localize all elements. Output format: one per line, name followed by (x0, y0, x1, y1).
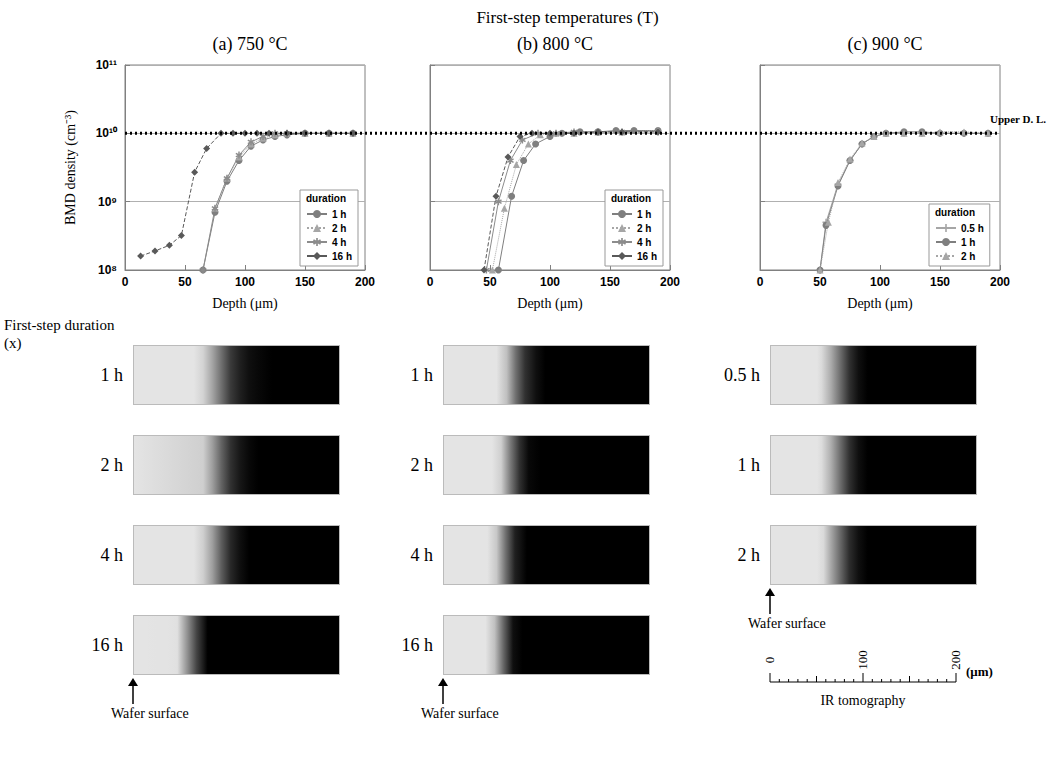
svg-text:Depth (μm): Depth (μm) (517, 296, 583, 312)
svg-text:(a) 750 °C: (a) 750 °C (212, 34, 287, 55)
svg-text:0: 0 (427, 275, 434, 289)
svg-text:(b) 800 °C: (b) 800 °C (517, 34, 593, 55)
html-text:Wafer surface: Wafer surface (421, 706, 499, 721)
svg-text:100: 100 (235, 275, 255, 289)
svg-text:10⁹: 10⁹ (98, 195, 117, 209)
svg-text:150: 150 (600, 275, 620, 289)
svg-text:100: 100 (540, 275, 560, 289)
svg-text:Upper D. L.: Upper D. L. (990, 113, 1046, 125)
svg-text:10¹⁰: 10¹⁰ (96, 126, 118, 140)
svg-text:duration: duration (611, 193, 651, 204)
html-text:IR tomography: IR tomography (820, 693, 906, 708)
svg-text:1 h: 1 h (961, 237, 975, 248)
svg-text:4 h: 4 h (637, 237, 651, 248)
svg-text:16 h: 16 h (637, 251, 657, 262)
svg-text:200: 200 (660, 275, 680, 289)
html-text:1 h: 1 h (100, 365, 123, 385)
svg-text:(c) 900 °C: (c) 900 °C (847, 34, 922, 55)
html-text:(μm): (μm) (966, 664, 993, 679)
svg-text:200: 200 (355, 275, 375, 289)
svg-text:2 h: 2 h (332, 223, 346, 234)
html-text:2 h: 2 h (410, 455, 433, 475)
svg-text:150: 150 (295, 275, 315, 289)
html-text:1 h: 1 h (737, 455, 760, 475)
svg-text:0.5 h: 0.5 h (961, 223, 984, 234)
svg-text:0: 0 (122, 275, 129, 289)
svg-text:1 h: 1 h (332, 209, 346, 220)
html-text:200: 200 (948, 650, 963, 670)
svg-text:2 h: 2 h (961, 251, 975, 262)
svg-text:First-step temperatures (T): First-step temperatures (T) (476, 8, 658, 27)
html-text:2 h: 2 h (737, 545, 760, 565)
svg-text:2 h: 2 h (637, 223, 651, 234)
svg-text:50: 50 (483, 275, 497, 289)
svg-text:1 h: 1 h (637, 209, 651, 220)
html-text:Wafer surface: Wafer surface (748, 616, 826, 631)
svg-text:10⁸: 10⁸ (98, 263, 117, 277)
html-text:Wafer surface: Wafer surface (111, 706, 189, 721)
html-text:0: 0 (762, 656, 777, 664)
html-text:1 h: 1 h (410, 365, 433, 385)
svg-text:100: 100 (870, 275, 890, 289)
svg-text:50: 50 (813, 275, 827, 289)
html-text:First-step duration (x): First-step duration (x) (4, 317, 115, 351)
svg-text:150: 150 (930, 275, 950, 289)
html-text:100: 100 (855, 650, 870, 670)
html-text:16 h: 16 h (91, 635, 123, 655)
svg-text:16 h: 16 h (332, 251, 352, 262)
svg-text:10¹¹: 10¹¹ (96, 58, 117, 72)
html-text:2 h: 2 h (100, 455, 123, 475)
svg-text:50: 50 (178, 275, 192, 289)
svg-text:Depth (μm): Depth (μm) (212, 296, 278, 312)
svg-text:BMD density (cm⁻³): BMD density (cm⁻³) (63, 110, 79, 225)
svg-text:Depth (μm): Depth (μm) (847, 296, 913, 312)
html-text:4 h: 4 h (410, 545, 433, 565)
html-text:4 h: 4 h (100, 545, 123, 565)
svg-text:duration: duration (306, 193, 346, 204)
svg-text:4 h: 4 h (332, 237, 346, 248)
svg-text:200: 200 (990, 275, 1010, 289)
html-text:16 h: 16 h (401, 635, 433, 655)
svg-text:duration: duration (935, 207, 975, 218)
html-text:0.5 h: 0.5 h (724, 365, 760, 385)
svg-text:0: 0 (757, 275, 764, 289)
